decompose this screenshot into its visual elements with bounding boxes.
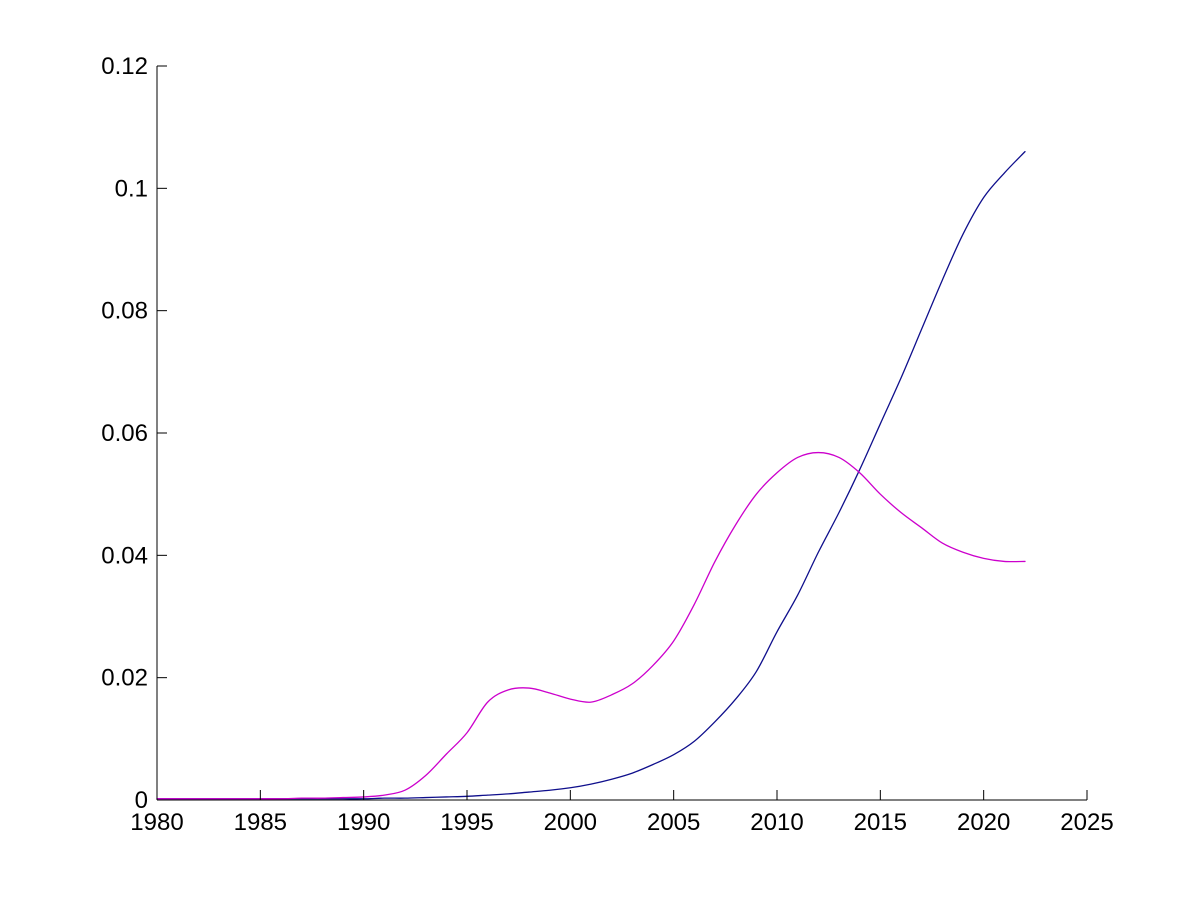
y-tick-label: 0.12 <box>101 53 148 80</box>
x-tick-group <box>156 790 1088 800</box>
y-tick-group <box>157 65 167 801</box>
y-tick-label: 0.1 <box>115 175 148 202</box>
x-tick-label: 2020 <box>957 809 1010 836</box>
y-tick-label: 0.06 <box>101 420 148 447</box>
x-tick-label: 1990 <box>337 809 390 836</box>
series-magenta-line <box>156 451 1026 800</box>
x-tick-label: 1995 <box>440 809 493 836</box>
x-tick-label: 2005 <box>647 809 700 836</box>
x-tick-label: 2025 <box>1060 809 1113 836</box>
y-tick-label-group: 0 0.02 0.04 0.06 0.08 0.1 0.12 <box>101 53 148 814</box>
x-tick-label: 2015 <box>854 809 907 836</box>
x-tick-label: 2000 <box>544 809 597 836</box>
y-tick-label: 0.02 <box>101 665 148 692</box>
y-tick-label: 0 <box>135 787 148 814</box>
x-tick-label: 1980 <box>130 809 183 836</box>
y-tick-label: 0.08 <box>101 298 148 325</box>
y-tick-label: 0.04 <box>101 542 148 569</box>
x-tick-label: 2010 <box>750 809 803 836</box>
series-group <box>156 150 1026 800</box>
x-tick-label-group: 1980 1985 1990 1995 2000 2005 2010 2015 2020 2025 <box>130 809 1113 836</box>
x-tick-label: 1985 <box>234 809 287 836</box>
